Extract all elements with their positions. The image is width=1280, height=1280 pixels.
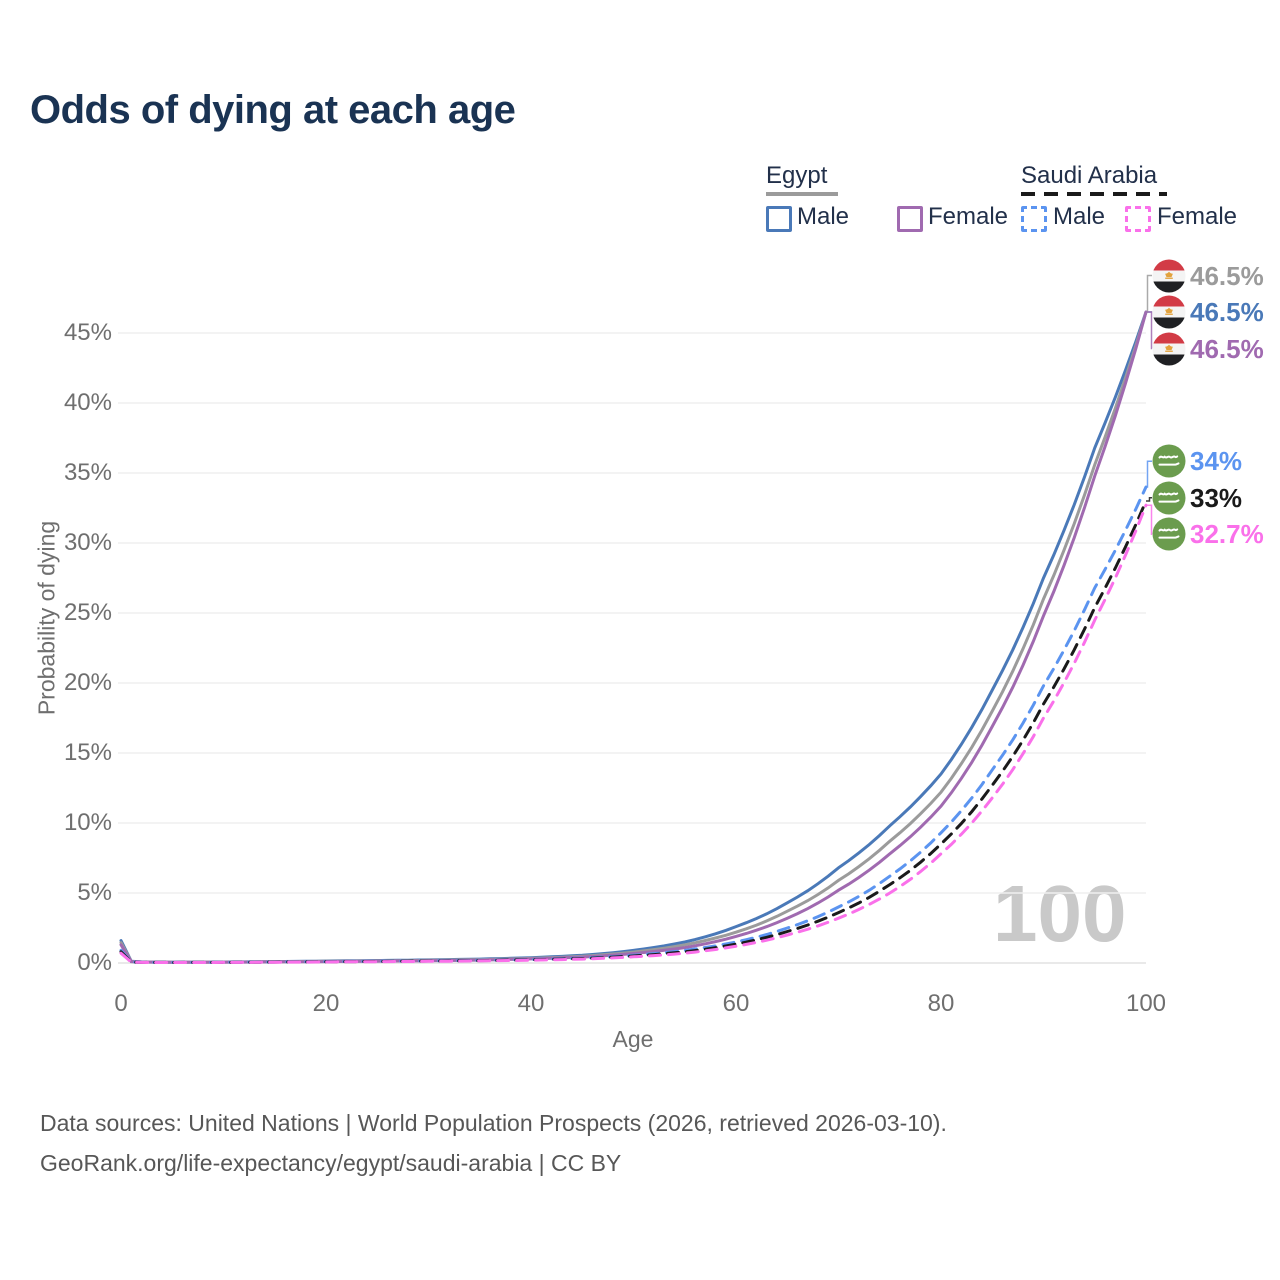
y-tick-label-40%: 40% bbox=[63, 389, 112, 416]
footer-data-sources: Data sources: United Nations | World Pop… bbox=[40, 1110, 947, 1136]
end-label-saudi-male: 34% bbox=[1190, 446, 1243, 477]
y-axis-title: Probability of dying bbox=[33, 520, 60, 716]
y-tick-label-45%: 45% bbox=[63, 319, 112, 346]
end-label-egypt-male: 46.5% bbox=[1190, 297, 1264, 327]
flag-saudi-male bbox=[1152, 444, 1186, 478]
saudi-flag-icon bbox=[1152, 481, 1186, 515]
saudi-dashed-line-sample bbox=[1021, 192, 1167, 196]
y-tick-label-30%: 30% bbox=[63, 529, 112, 556]
egypt-flag-icon bbox=[1152, 332, 1186, 365]
leader-line-saudi-all bbox=[1146, 496, 1152, 502]
y-tick-label-25%: 25% bbox=[63, 599, 112, 626]
saudi-flag-icon bbox=[1152, 444, 1186, 478]
y-tick-label-5%: 5% bbox=[77, 879, 112, 906]
end-label-egypt-female: 46.5% bbox=[1190, 333, 1264, 364]
x-tick-label-60: 60 bbox=[722, 990, 750, 1017]
legend-group-egypt-label: Egypt bbox=[766, 162, 828, 189]
flag-egypt-male bbox=[1152, 295, 1186, 329]
end-label-saudi-all: 33% bbox=[1190, 482, 1243, 513]
x-tick-label-80: 80 bbox=[927, 990, 955, 1017]
end-label-saudi-female: 32.7% bbox=[1190, 519, 1264, 550]
legend-label-saudi-male[interactable]: Male bbox=[1053, 203, 1106, 230]
x-tick-label-100: 100 bbox=[1125, 990, 1167, 1017]
series-line-egypt-all[interactable] bbox=[119, 310, 1148, 964]
legend-checkbox-saudi-male[interactable] bbox=[1021, 206, 1047, 232]
legend-checkbox-egypt-female[interactable] bbox=[897, 206, 923, 232]
x-tick-label-20: 20 bbox=[312, 990, 340, 1017]
flag-egypt-female bbox=[1152, 332, 1186, 366]
series-line-egypt-female[interactable] bbox=[119, 310, 1148, 964]
legend-checkbox-saudi-female[interactable] bbox=[1125, 206, 1151, 232]
y-tick-label-10%: 10% bbox=[63, 809, 112, 836]
series-line-saudi-female[interactable] bbox=[119, 503, 1148, 964]
page-title: Odds of dying at each age bbox=[30, 88, 516, 132]
legend-group-saudi-label: Saudi Arabia bbox=[1021, 162, 1158, 189]
egypt-solid-line-sample bbox=[766, 192, 838, 196]
egypt-flag-icon bbox=[1152, 259, 1186, 292]
egypt-flag-icon bbox=[1152, 295, 1186, 329]
y-tick-label-15%: 15% bbox=[63, 739, 112, 766]
age-watermark: 100 bbox=[993, 869, 1127, 958]
flag-saudi-all bbox=[1152, 481, 1186, 515]
x-tick-label-40: 40 bbox=[517, 990, 545, 1017]
y-tick-label-20%: 20% bbox=[63, 669, 112, 696]
saudi-flag-icon bbox=[1152, 517, 1186, 551]
flag-egypt-all bbox=[1152, 259, 1186, 293]
y-tick-label-0%: 0% bbox=[77, 949, 112, 976]
footer-attribution: GeoRank.org/life-expectancy/egypt/saudi-… bbox=[40, 1150, 622, 1176]
series-line-egypt-male[interactable] bbox=[119, 310, 1148, 964]
legend-label-egypt-male[interactable]: Male bbox=[797, 203, 850, 230]
y-tick-label-35%: 35% bbox=[63, 459, 112, 486]
x-tick-label-0: 0 bbox=[114, 990, 128, 1017]
flag-saudi-female bbox=[1152, 517, 1186, 551]
legend-label-egypt-female[interactable]: Female bbox=[928, 203, 1009, 230]
leader-line-saudi-female bbox=[1146, 504, 1153, 535]
x-axis-title: Age bbox=[612, 1026, 654, 1052]
legend-checkbox-egypt-male[interactable] bbox=[766, 206, 792, 232]
leader-line-egypt-female bbox=[1146, 311, 1153, 350]
leader-line-saudi-male bbox=[1146, 460, 1152, 488]
legend-label-saudi-female[interactable]: Female bbox=[1157, 203, 1238, 230]
end-label-egypt-all: 46.5% bbox=[1190, 260, 1264, 291]
